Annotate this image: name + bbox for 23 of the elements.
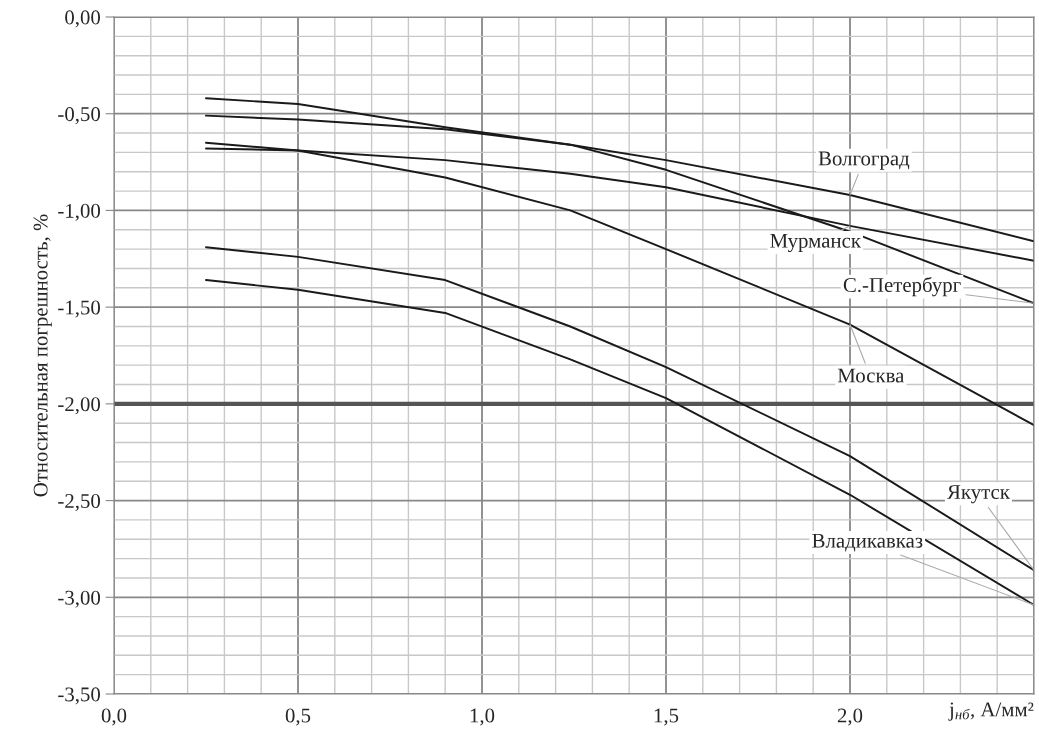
series-label: С.-Петербург — [843, 276, 961, 297]
series-label: Владикавказ — [812, 533, 923, 552]
y-tick-label: -3,00 — [58, 590, 101, 608]
y-tick-label: -1,00 — [58, 203, 101, 221]
x-axis-title: j$_{нб}$, А/мм² — [948, 702, 1034, 721]
x-tick-label: 0,0 — [101, 708, 127, 726]
y-tick-label: 0,00 — [65, 10, 101, 28]
series-label: Мурманск — [770, 233, 861, 253]
y-axis-title: Относительная погрешность, % — [33, 214, 52, 497]
series-label: Якутск — [947, 485, 1010, 504]
line-series — [205, 279, 1034, 606]
y-tick-label: -1,50 — [58, 300, 101, 318]
line-series — [205, 141, 1034, 427]
series-label: Москва — [837, 368, 905, 383]
x-tick-label: 0,5 — [285, 708, 311, 726]
y-tick-label: -2,00 — [58, 397, 101, 415]
y-tick-label: -3,50 — [58, 687, 101, 705]
x-tick-label: 1,0 — [470, 708, 495, 726]
x-tick-label: 2,0 — [837, 708, 863, 726]
x-tick-label: 1,5 — [654, 708, 679, 726]
y-tick-label: -0,50 — [58, 107, 101, 125]
y-tick-label: -2,50 — [58, 493, 101, 511]
series-label: Волгоград — [818, 151, 910, 170]
